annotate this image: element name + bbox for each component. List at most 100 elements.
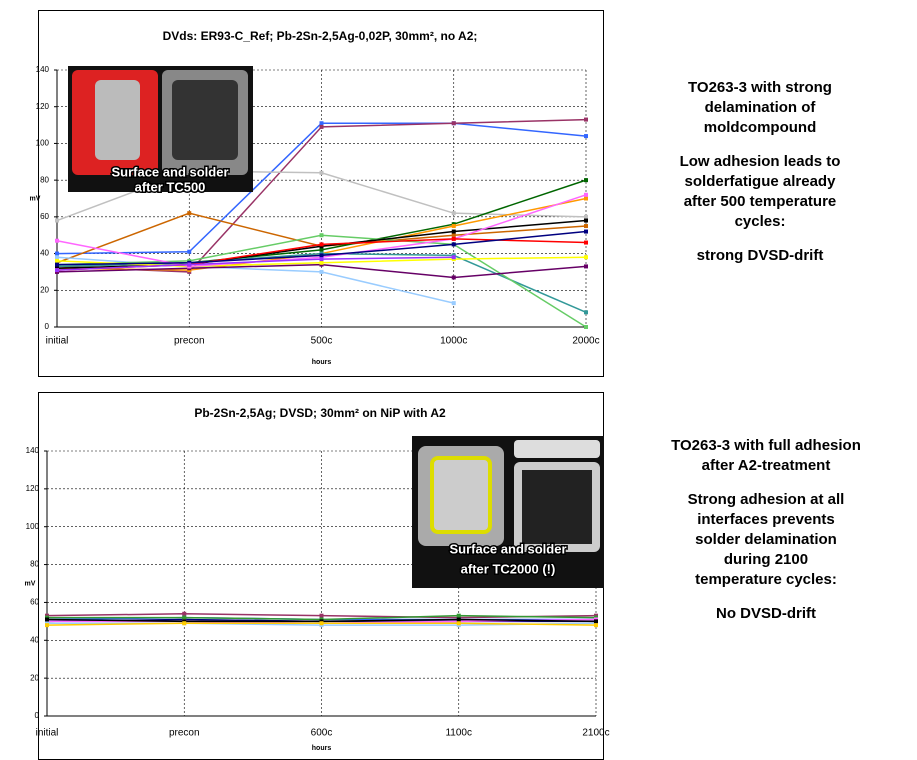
point-marker	[55, 238, 59, 243]
point-marker	[45, 623, 49, 628]
y-tick-label: 120	[36, 102, 50, 111]
point-marker	[584, 224, 588, 229]
y-tick-label: 100	[36, 139, 50, 148]
point-marker	[451, 236, 456, 241]
point-marker	[319, 257, 324, 262]
note-text: Low adhesion leads to	[680, 153, 841, 170]
x-tick-label: 1000c	[440, 336, 467, 347]
point-marker	[456, 621, 461, 626]
point-marker	[451, 229, 456, 234]
x-tick-label: 1100c	[445, 728, 472, 739]
x-tick-label: precon	[169, 728, 200, 739]
y-tick-label: 80	[40, 175, 49, 184]
inset-label: after TC500	[135, 179, 206, 194]
note-text: moldcompound	[704, 119, 817, 136]
point-marker	[451, 211, 456, 216]
x-tick-label: 2100c	[582, 728, 609, 739]
chart: Pb-2Sn-2,5Ag; DVSD; 30mm² on NiP with A2…	[25, 406, 610, 752]
point-marker	[594, 623, 598, 628]
point-marker	[319, 613, 324, 618]
y-tick-label: 140	[26, 446, 40, 455]
note-text: solderfatigue already	[685, 173, 837, 190]
point-marker	[55, 251, 59, 256]
point-marker	[319, 170, 324, 175]
y-tick-label: 20	[40, 285, 49, 294]
note-text: solder delamination	[695, 531, 837, 548]
point-marker	[55, 218, 59, 223]
inset-photo	[68, 66, 253, 192]
y-tick-label: 100	[26, 522, 40, 531]
y-tick-label: 0	[35, 711, 40, 720]
point-marker	[456, 617, 461, 622]
inset-label: Surface and solder	[449, 541, 566, 556]
y-tick-label: 140	[36, 65, 50, 74]
x-tick-label: initial	[46, 336, 69, 347]
point-marker	[55, 255, 59, 260]
point-marker	[584, 240, 588, 245]
point-marker	[319, 253, 324, 258]
x-axis-label: hours	[312, 745, 332, 752]
x-tick-label: initial	[36, 728, 59, 739]
point-marker	[594, 619, 598, 624]
x-tick-label: 2000c	[572, 336, 599, 347]
point-marker	[451, 224, 456, 229]
point-marker	[319, 233, 324, 238]
note-text: interfaces prevents	[697, 511, 835, 528]
inset-label: after TC2000 (!)	[461, 561, 556, 576]
point-marker	[319, 121, 324, 126]
point-marker	[584, 117, 588, 122]
point-marker	[584, 178, 588, 183]
point-marker	[451, 242, 456, 247]
note-text: temperature cycles:	[695, 571, 837, 588]
point-marker	[584, 255, 588, 260]
chart: DVds: ER93-C_Ref; Pb-2Sn-2,5Ag-0,02P, 30…	[30, 29, 600, 366]
y-tick-label: 20	[30, 673, 39, 682]
point-marker	[55, 268, 59, 273]
inset-label: Surface and solder	[111, 164, 228, 179]
point-marker	[182, 611, 187, 616]
inset-photo	[412, 436, 604, 588]
note-text: after 500 temperature	[684, 193, 837, 210]
point-marker	[319, 247, 324, 252]
x-tick-label: 600c	[311, 728, 333, 739]
point-marker	[584, 310, 588, 315]
point-marker	[182, 615, 187, 620]
point-marker	[451, 255, 456, 260]
note-text: after A2-treatment	[702, 457, 831, 474]
note-text: during 2100	[724, 551, 808, 568]
point-marker	[319, 260, 324, 265]
note-text: TO263-3 with full adhesion	[671, 437, 861, 454]
y-tick-label: 0	[45, 322, 50, 331]
note-text: strong DVSD-drift	[697, 247, 824, 264]
y-tick-label: 80	[30, 560, 39, 569]
y-tick-label: 60	[30, 598, 39, 607]
point-marker	[584, 264, 588, 269]
point-marker	[319, 621, 324, 626]
x-axis-label: hours	[312, 359, 332, 366]
note-text: No DVSD-drift	[716, 605, 816, 622]
point-marker	[182, 621, 187, 626]
point-marker	[451, 275, 456, 280]
point-marker	[187, 262, 192, 267]
point-marker	[55, 258, 59, 263]
y-axis-label: mV	[25, 580, 36, 587]
point-marker	[456, 613, 461, 618]
point-marker	[584, 196, 588, 201]
y-tick-label: 120	[26, 484, 40, 493]
x-tick-label: precon	[174, 336, 205, 347]
note-text: cycles:	[735, 213, 786, 230]
chart-frame	[38, 10, 604, 377]
point-marker	[319, 269, 324, 274]
series-line	[56, 256, 454, 304]
point-marker	[187, 211, 192, 216]
point-marker	[187, 249, 192, 254]
chart-title: DVds: ER93-C_Ref; Pb-2Sn-2,5Ag-0,02P, 30…	[163, 29, 478, 43]
note-text: Strong adhesion at all	[688, 491, 845, 508]
point-marker	[584, 214, 588, 219]
series-line	[56, 256, 454, 271]
point-marker	[584, 218, 588, 223]
x-tick-label: 500c	[311, 336, 333, 347]
